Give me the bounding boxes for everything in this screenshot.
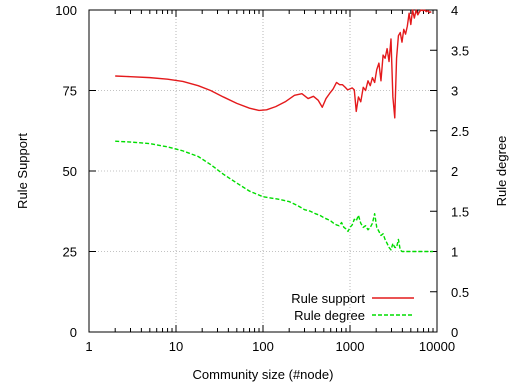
y2-axis-label: Rule degree <box>494 136 509 207</box>
y2-tick-label: 1 <box>451 245 458 260</box>
x-tick-label: 100 <box>252 339 274 354</box>
legend-label-rule-support: Rule support <box>291 291 365 306</box>
x-tick-label: 10000 <box>419 339 455 354</box>
x-tick-label: 10 <box>169 339 183 354</box>
y2-tick-label: 0 <box>451 325 458 340</box>
y2-tick-label: 4 <box>451 3 458 18</box>
grid-lines <box>89 10 437 332</box>
series-line-rule-degree <box>115 140 434 253</box>
y-tick-label: 0 <box>70 325 77 340</box>
y2-tick-labels: 0 0.5 1 1.5 2 2.5 3 3.5 4 <box>451 3 469 340</box>
y2-tick-label: 3.5 <box>451 43 469 58</box>
y-tick-label: 50 <box>63 164 77 179</box>
legend: Rule support Rule degree <box>291 291 414 323</box>
y2-tick-label: 1.5 <box>451 204 469 219</box>
y-tick-label: 25 <box>63 245 77 260</box>
y-tick-label: 100 <box>55 3 77 18</box>
series-lines <box>115 9 434 253</box>
x-tick-label: 1000 <box>336 339 365 354</box>
x-axis-label: Community size (#node) <box>193 367 334 382</box>
y-tick-label: 75 <box>63 84 77 99</box>
legend-label-rule-degree: Rule degree <box>294 308 365 323</box>
y2-tick-label: 3 <box>451 84 458 99</box>
y2-tick-label: 2.5 <box>451 124 469 139</box>
x-tick-label: 1 <box>85 339 92 354</box>
x-tick-labels: 1 10 100 1000 10000 <box>85 339 455 354</box>
y-axis-label: Rule Support <box>15 133 30 209</box>
y2-tick-label: 0.5 <box>451 285 469 300</box>
y-tick-labels: 0 25 50 75 100 <box>55 3 77 340</box>
y2-tick-label: 2 <box>451 164 458 179</box>
series-line-rule-support <box>115 9 432 119</box>
